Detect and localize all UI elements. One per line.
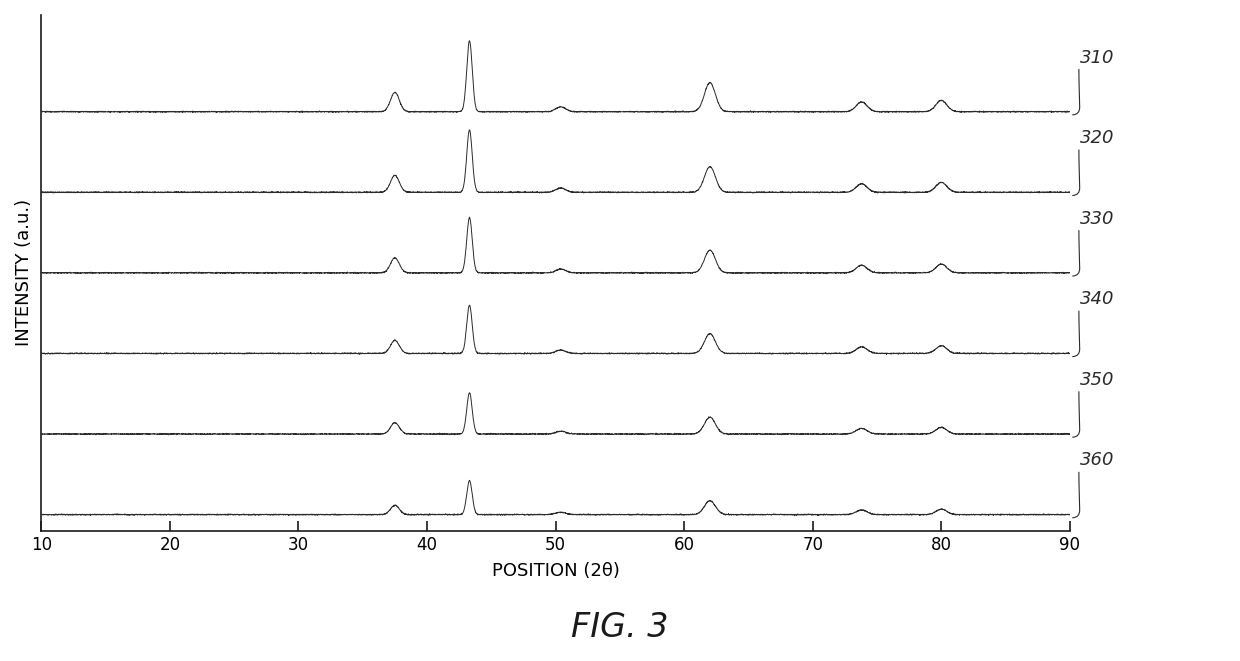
Text: 360: 360 xyxy=(1080,451,1114,469)
Y-axis label: INTENSITY (a.u.): INTENSITY (a.u.) xyxy=(15,199,33,346)
X-axis label: POSITION (2θ): POSITION (2θ) xyxy=(492,562,620,580)
Text: FIG. 3: FIG. 3 xyxy=(572,611,668,644)
Text: 350: 350 xyxy=(1080,371,1114,389)
Text: 330: 330 xyxy=(1080,210,1114,228)
Text: 310: 310 xyxy=(1080,48,1114,67)
Text: 320: 320 xyxy=(1080,129,1114,147)
Text: 340: 340 xyxy=(1080,290,1114,308)
